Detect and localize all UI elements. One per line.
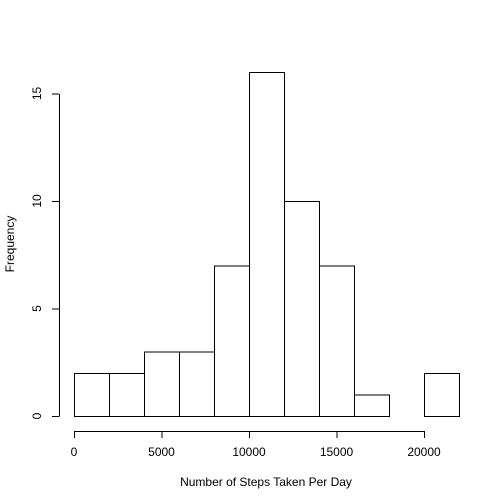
y-axis-title: Frequency bbox=[3, 216, 17, 273]
histogram-bar bbox=[284, 201, 320, 417]
x-tick-label: 10000 bbox=[232, 445, 266, 459]
y-tick-label: 0 bbox=[30, 412, 44, 419]
y-tick-label: 5 bbox=[30, 305, 44, 312]
histogram-bar bbox=[179, 351, 215, 417]
x-tick-label: 0 bbox=[71, 445, 78, 459]
histogram-bar bbox=[214, 265, 250, 417]
x-tick-label: 5000 bbox=[148, 445, 175, 459]
x-tick-label: 20000 bbox=[407, 445, 441, 459]
y-axis: 0 5 10 15 bbox=[30, 87, 60, 419]
y-tick-label: 15 bbox=[30, 87, 44, 101]
histogram-bar bbox=[144, 351, 180, 417]
x-tick-label: 15000 bbox=[320, 445, 354, 459]
histogram-bar bbox=[109, 373, 145, 417]
x-axis-title: Number of Steps Taken Per Day bbox=[180, 475, 352, 489]
histogram-bars bbox=[74, 72, 460, 417]
x-axis: 0 5000 10000 15000 20000 bbox=[71, 431, 441, 459]
histogram-bar bbox=[354, 394, 390, 417]
histogram-bar bbox=[424, 373, 460, 417]
y-tick-label: 10 bbox=[30, 194, 44, 208]
histogram-bar bbox=[319, 265, 355, 417]
histogram-bar bbox=[249, 72, 285, 417]
histogram-bar bbox=[74, 373, 110, 417]
